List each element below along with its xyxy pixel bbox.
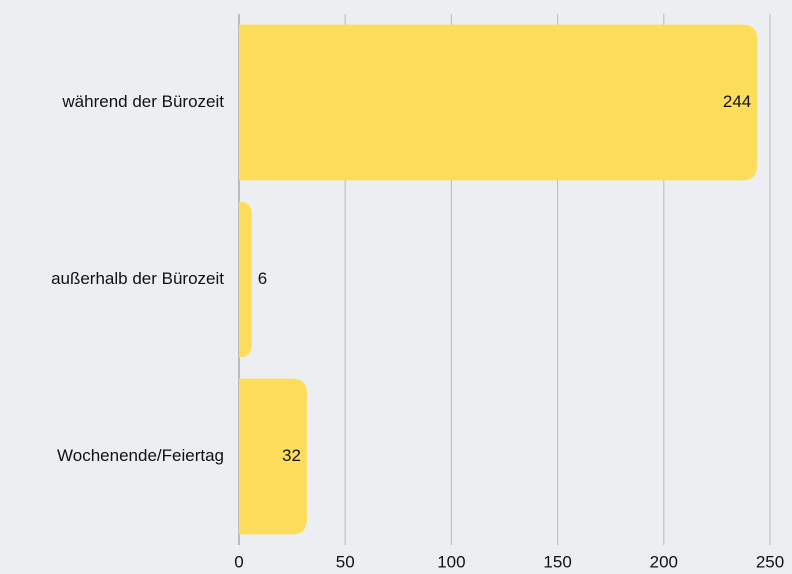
- y-tick-label: außerhalb der Bürozeit: [51, 269, 224, 288]
- y-tick-label: während der Bürozeit: [61, 92, 224, 111]
- value-label: 32: [282, 446, 301, 465]
- x-tick-label: 250: [756, 552, 784, 571]
- value-label: 244: [723, 92, 751, 111]
- x-tick-label: 100: [437, 552, 465, 571]
- x-tick-label: 0: [234, 552, 243, 571]
- value-label: 6: [258, 269, 267, 288]
- bar: [239, 378, 307, 535]
- bar: [239, 201, 252, 358]
- x-tick-label: 150: [543, 552, 571, 571]
- bar: [239, 24, 758, 181]
- x-tick-label: 50: [336, 552, 355, 571]
- x-tick-label: 200: [650, 552, 678, 571]
- y-tick-label: Wochenende/Feiertag: [57, 446, 224, 465]
